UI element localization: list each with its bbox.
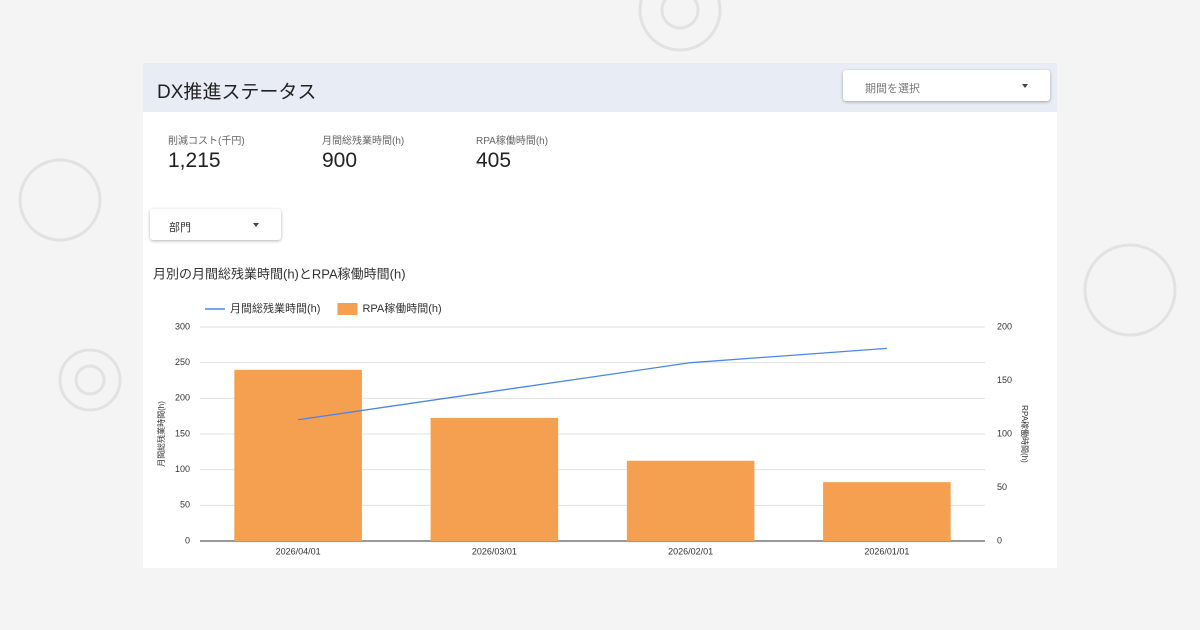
x-tick-label: 2026/01/01 xyxy=(864,546,909,556)
y2-axis-title: RPA稼働時間(h) xyxy=(1020,405,1030,463)
kpi: 削減コスト(千円) 1,215 xyxy=(168,132,245,173)
header: DX推進ステータス 期間を選択 xyxy=(143,63,1057,112)
kpi-label: RPA稼働時間(h) xyxy=(476,136,549,147)
y2-tick-label: 50 xyxy=(997,482,1007,492)
y-tick-label: 200 xyxy=(175,393,190,403)
department-filter-label: 部門 xyxy=(169,222,191,234)
y-tick-label: 50 xyxy=(180,500,190,510)
kpi: RPA稼働時間(h) 405 xyxy=(476,132,548,173)
line xyxy=(298,347,887,421)
period-select[interactable]: 期間を選択 xyxy=(843,70,1050,101)
kpi-value: 900 xyxy=(322,149,358,172)
y-tick-label: 250 xyxy=(175,357,190,367)
x-tick-label: 2026/02/01 xyxy=(668,546,713,556)
dropdown-arrow xyxy=(253,222,259,227)
department-filter[interactable]: 部門 xyxy=(150,209,281,240)
legend-swatch xyxy=(337,303,358,315)
dashboard-title: DX推進ステータス xyxy=(157,82,317,103)
period-select-label: 期間を選択 xyxy=(865,83,920,95)
bar xyxy=(823,482,951,541)
y-tick-label: 100 xyxy=(175,464,190,474)
kpi-label: 月間総残業時間(h) xyxy=(322,136,405,147)
x-tick-label: 2026/03/01 xyxy=(472,546,517,556)
y-tick-label: 300 xyxy=(175,321,190,331)
y-axis-title: 月間総残業時間(h) xyxy=(156,401,166,467)
bar xyxy=(234,369,362,541)
x-tick-label: 2026/04/01 xyxy=(276,546,321,556)
kpi: 月間総残業時間(h) 900 xyxy=(322,132,404,173)
bar xyxy=(430,417,559,541)
dropdown-arrow xyxy=(1022,83,1028,88)
kpi-value: 405 xyxy=(476,149,512,172)
y-tick-label: 150 xyxy=(175,428,190,438)
y2-tick-label: 0 xyxy=(997,535,1002,545)
legend-label: RPA稼働時間(h) xyxy=(362,301,441,315)
chart-title: 月別の月間総残業時間(h)とRPA稼働時間(h) xyxy=(153,266,406,281)
kpi-label: 削減コスト(千円) xyxy=(168,136,245,147)
y2-tick-label: 200 xyxy=(997,321,1012,331)
y2-tick-label: 100 xyxy=(997,428,1012,438)
y2-tick-label: 150 xyxy=(997,375,1012,385)
kpi-value: 1,215 xyxy=(168,149,221,172)
legend-label: 月間総残業時間(h) xyxy=(230,301,320,315)
y-tick-label: 0 xyxy=(185,535,190,545)
bar xyxy=(626,460,755,541)
